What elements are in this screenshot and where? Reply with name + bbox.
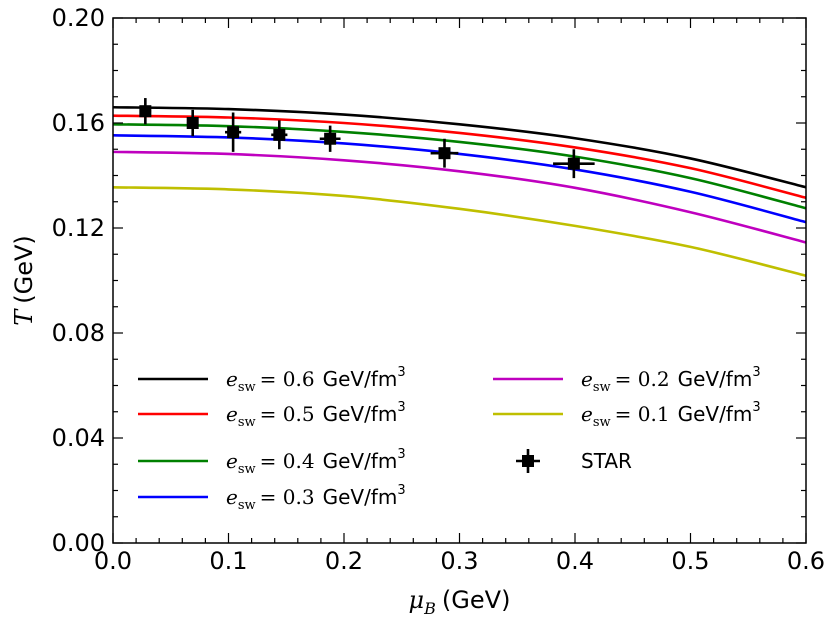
series-line-1 <box>112 114 807 200</box>
y-tick-label: 0.04 <box>52 424 105 452</box>
legend-unit: GeV/fm <box>678 367 753 391</box>
x-axis-symbol: μ <box>409 586 425 614</box>
star-point-1 <box>186 117 199 129</box>
series-line-4 <box>112 150 807 244</box>
legend-label-1: esw = 0.5 GeV/fm3 <box>226 400 406 430</box>
series-line-5 <box>112 186 807 278</box>
axis-ticks <box>112 17 807 544</box>
legend-subscript: sw <box>238 380 256 395</box>
x-tick-label: 0.2 <box>325 547 363 575</box>
curves-layer <box>112 105 807 278</box>
legend-value: = 0.2 <box>615 367 670 391</box>
x-axis-label: μB (GeV) <box>409 586 511 618</box>
legend-label-5: esw = 0.1 GeV/fm3 <box>581 400 761 430</box>
legend-symbol: e <box>226 449 238 473</box>
x-tick-label: 0.1 <box>209 547 247 575</box>
legend-label-3: esw = 0.3 GeV/fm3 <box>226 483 406 513</box>
legend-value: = 0.5 <box>260 402 315 426</box>
legend-exponent: 3 <box>397 447 405 462</box>
x-tick-label: 0.3 <box>440 547 478 575</box>
legend-symbol: e <box>581 367 593 391</box>
legend-label-star: STAR <box>581 449 632 473</box>
legend-unit: GeV/fm <box>323 485 398 509</box>
legend-exponent: 3 <box>397 365 405 380</box>
legend-value: = 0.6 <box>260 367 315 391</box>
legend-symbol: e <box>226 367 238 391</box>
y-tick-label: 0.16 <box>52 109 105 137</box>
legend-exponent: 3 <box>752 400 760 415</box>
star-point-5 <box>438 147 451 160</box>
star-point-0 <box>139 105 152 118</box>
legend-value: = 0.4 <box>260 449 315 473</box>
x-axis-subscript: B <box>423 599 436 618</box>
star-point-2 <box>227 126 240 139</box>
legend-unit: GeV/fm <box>678 402 753 426</box>
star-points-layer <box>139 98 595 179</box>
legend-subscript: sw <box>593 380 611 395</box>
y-axis-symbol: T <box>10 308 38 326</box>
star-point-3 <box>273 128 286 141</box>
legend-subscript: sw <box>593 415 611 430</box>
legend-unit: GeV/fm <box>323 402 398 426</box>
legend-subscript: sw <box>238 462 256 477</box>
y-tick-label: 0.12 <box>52 214 105 242</box>
x-tick-label: 0.0 <box>94 547 132 575</box>
legend-exponent: 3 <box>397 400 405 415</box>
y-tick-label: 0.20 <box>52 4 105 32</box>
plot-frame <box>112 17 807 544</box>
legend-subscript: sw <box>238 498 256 513</box>
y-axis-label: T (GeV) <box>10 235 38 326</box>
legend-unit: GeV/fm <box>323 449 398 473</box>
legend-unit: GeV/fm <box>323 367 398 391</box>
legend-label-4: esw = 0.2 GeV/fm3 <box>581 365 761 395</box>
legend-symbol: e <box>581 402 593 426</box>
series-line-0 <box>112 105 807 189</box>
legend-label-2: esw = 0.4 GeV/fm3 <box>226 447 406 477</box>
legend-star-marker <box>522 455 534 467</box>
legend-subscript: sw <box>238 415 256 430</box>
y-tick-label: 0.00 <box>52 529 105 557</box>
y-tick-label: 0.08 <box>52 319 105 347</box>
legend-value: = 0.1 <box>615 402 670 426</box>
y-axis-unit: (GeV) <box>10 235 38 304</box>
legend-label-0: esw = 0.6 GeV/fm3 <box>226 365 406 395</box>
x-axis-unit: (GeV) <box>442 586 511 614</box>
series-line-2 <box>112 123 807 210</box>
legend-symbol: e <box>226 485 238 509</box>
legend-exponent: 3 <box>752 365 760 380</box>
x-tick-label: 0.4 <box>556 547 594 575</box>
star-point-6 <box>567 157 580 170</box>
legend-exponent: 3 <box>397 483 405 498</box>
tick-labels: 0.0 0.1 0.2 0.3 0.4 0.5 0.6 0.00 0.04 0.08 0.12 0.1… <box>52 4 826 575</box>
star-point-4 <box>324 132 337 145</box>
x-tick-label: 0.5 <box>671 547 709 575</box>
legend-symbol: e <box>226 402 238 426</box>
legend-value: = 0.3 <box>260 485 315 509</box>
x-tick-label: 0.6 <box>787 547 825 575</box>
